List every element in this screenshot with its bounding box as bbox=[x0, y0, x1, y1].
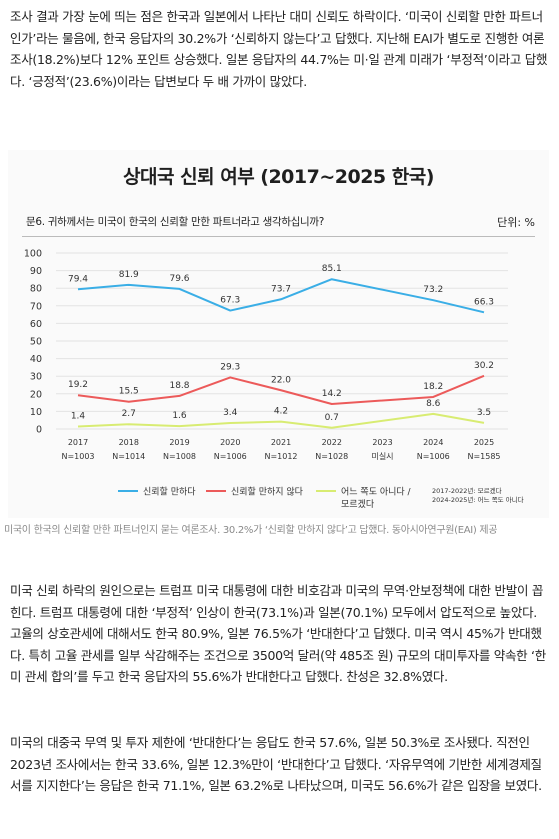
data-label: 15.5 bbox=[119, 387, 139, 397]
x-tick-label: 2022 bbox=[322, 438, 342, 447]
y-tick-label: 0 bbox=[36, 425, 42, 436]
y-tick-label: 30 bbox=[30, 372, 42, 383]
data-label: 66.3 bbox=[474, 297, 494, 307]
y-tick-label: 70 bbox=[30, 301, 42, 312]
data-label: 1.4 bbox=[71, 412, 86, 422]
data-label: 18.8 bbox=[169, 381, 189, 391]
data-label: 0.7 bbox=[325, 413, 339, 423]
data-label: 81.9 bbox=[119, 270, 139, 280]
question-divider bbox=[22, 236, 535, 237]
x-tick-sublabel: N=1028 bbox=[315, 452, 348, 461]
data-label: 73.7 bbox=[271, 284, 291, 294]
series-line bbox=[77, 278, 485, 314]
chart-title: 상대국 신뢰 여부 (2017~2025 한국) bbox=[123, 166, 434, 188]
x-tick-label: 2018 bbox=[119, 438, 139, 447]
data-label: 14.2 bbox=[322, 389, 342, 399]
x-tick-label: 2021 bbox=[271, 438, 291, 447]
y-tick-label: 100 bbox=[24, 249, 42, 260]
x-tick-label: 2019 bbox=[169, 438, 189, 447]
y-tick-label: 60 bbox=[30, 319, 42, 330]
figure-caption: 미국이 한국의 신뢰할 만한 파트너인지 묻는 여론조사. 30.2%가 ‘신뢰… bbox=[4, 525, 498, 536]
chart-figure: 상대국 신뢰 여부 (2017~2025 한국) 문6. 귀하께서는 미국이 한… bbox=[8, 150, 549, 518]
legend-label: 어느 쪽도 아니다 / bbox=[341, 487, 412, 498]
data-label: 8.6 bbox=[426, 399, 441, 409]
x-tick-sublabel: N=1006 bbox=[214, 452, 247, 461]
x-tick-sublabel: N=1585 bbox=[467, 452, 500, 461]
legend-label: 모르겠다 bbox=[341, 499, 375, 510]
data-label: 4.2 bbox=[274, 407, 288, 417]
data-label: 79.4 bbox=[68, 274, 88, 284]
article-paragraph-3: 미국의 대중국 무역 및 투자 제한에 ‘반대한다’는 응답도 한국 57.6%… bbox=[10, 735, 542, 793]
x-tick-sublabel: 미실시 bbox=[371, 451, 393, 461]
line-chart: 0 10 20 30 40 50 60 70 80 90 100 2017 N=1003 2018 N=10… bbox=[24, 249, 524, 511]
unit-label: 단위: % bbox=[497, 216, 535, 229]
data-label: 3.5 bbox=[477, 408, 491, 418]
chart-note: 2017-2022년: 모르겠다 bbox=[432, 486, 502, 495]
data-label: 29.3 bbox=[220, 362, 240, 372]
x-tick-label: 2025 bbox=[474, 438, 494, 447]
x-tick-label: 2024 bbox=[423, 438, 443, 447]
y-tick-label: 50 bbox=[30, 337, 42, 348]
chart-note: 2024-2025년: 어느 쪽도 아니다 bbox=[432, 495, 524, 504]
y-tick-label: 20 bbox=[30, 389, 42, 400]
y-tick-label: 80 bbox=[30, 284, 42, 295]
x-tick-label: 2020 bbox=[220, 438, 240, 447]
x-tick-sublabel: N=1008 bbox=[163, 452, 196, 461]
x-tick-label: 2017 bbox=[68, 438, 88, 447]
article-paragraph-1: 조사 결과 가장 눈에 띄는 점은 한국과 일본에서 나타난 대미 신뢰도 하락… bbox=[10, 9, 548, 89]
data-label: 3.4 bbox=[223, 408, 238, 418]
x-tick-sublabel: N=1003 bbox=[61, 452, 94, 461]
data-label: 18.2 bbox=[423, 382, 443, 392]
data-label: 79.6 bbox=[169, 274, 189, 284]
data-label: 1.6 bbox=[172, 411, 187, 421]
data-label: 30.2 bbox=[474, 361, 494, 371]
y-tick-label: 40 bbox=[30, 354, 42, 365]
x-tick-label: 2023 bbox=[372, 438, 392, 447]
data-label: 85.1 bbox=[322, 264, 342, 274]
article-paragraph-2: 미국 신뢰 하락의 원인으로는 트럼프 미국 대통령에 대한 비호감과 미국의 … bbox=[10, 583, 546, 684]
legend-label: 신뢰할 만하다 bbox=[143, 487, 196, 498]
y-tick-label: 90 bbox=[30, 266, 42, 277]
data-label: 73.2 bbox=[423, 285, 443, 295]
series-line bbox=[77, 412, 485, 429]
legend-label: 신뢰할 만하지 않다 bbox=[231, 487, 304, 498]
survey-question: 문6. 귀하께서는 미국이 한국의 신뢰할 만한 파트너라고 생각하십니까? bbox=[26, 216, 325, 228]
x-tick-sublabel: N=1014 bbox=[112, 452, 145, 461]
y-tick-label: 10 bbox=[30, 407, 42, 418]
data-label: 22.0 bbox=[271, 375, 291, 385]
data-label: 67.3 bbox=[220, 296, 240, 306]
x-tick-sublabel: N=1012 bbox=[264, 452, 297, 461]
x-tick-sublabel: N=1006 bbox=[417, 452, 450, 461]
data-label: 19.2 bbox=[68, 380, 88, 390]
series-line bbox=[77, 374, 485, 406]
data-label: 2.7 bbox=[122, 409, 136, 419]
